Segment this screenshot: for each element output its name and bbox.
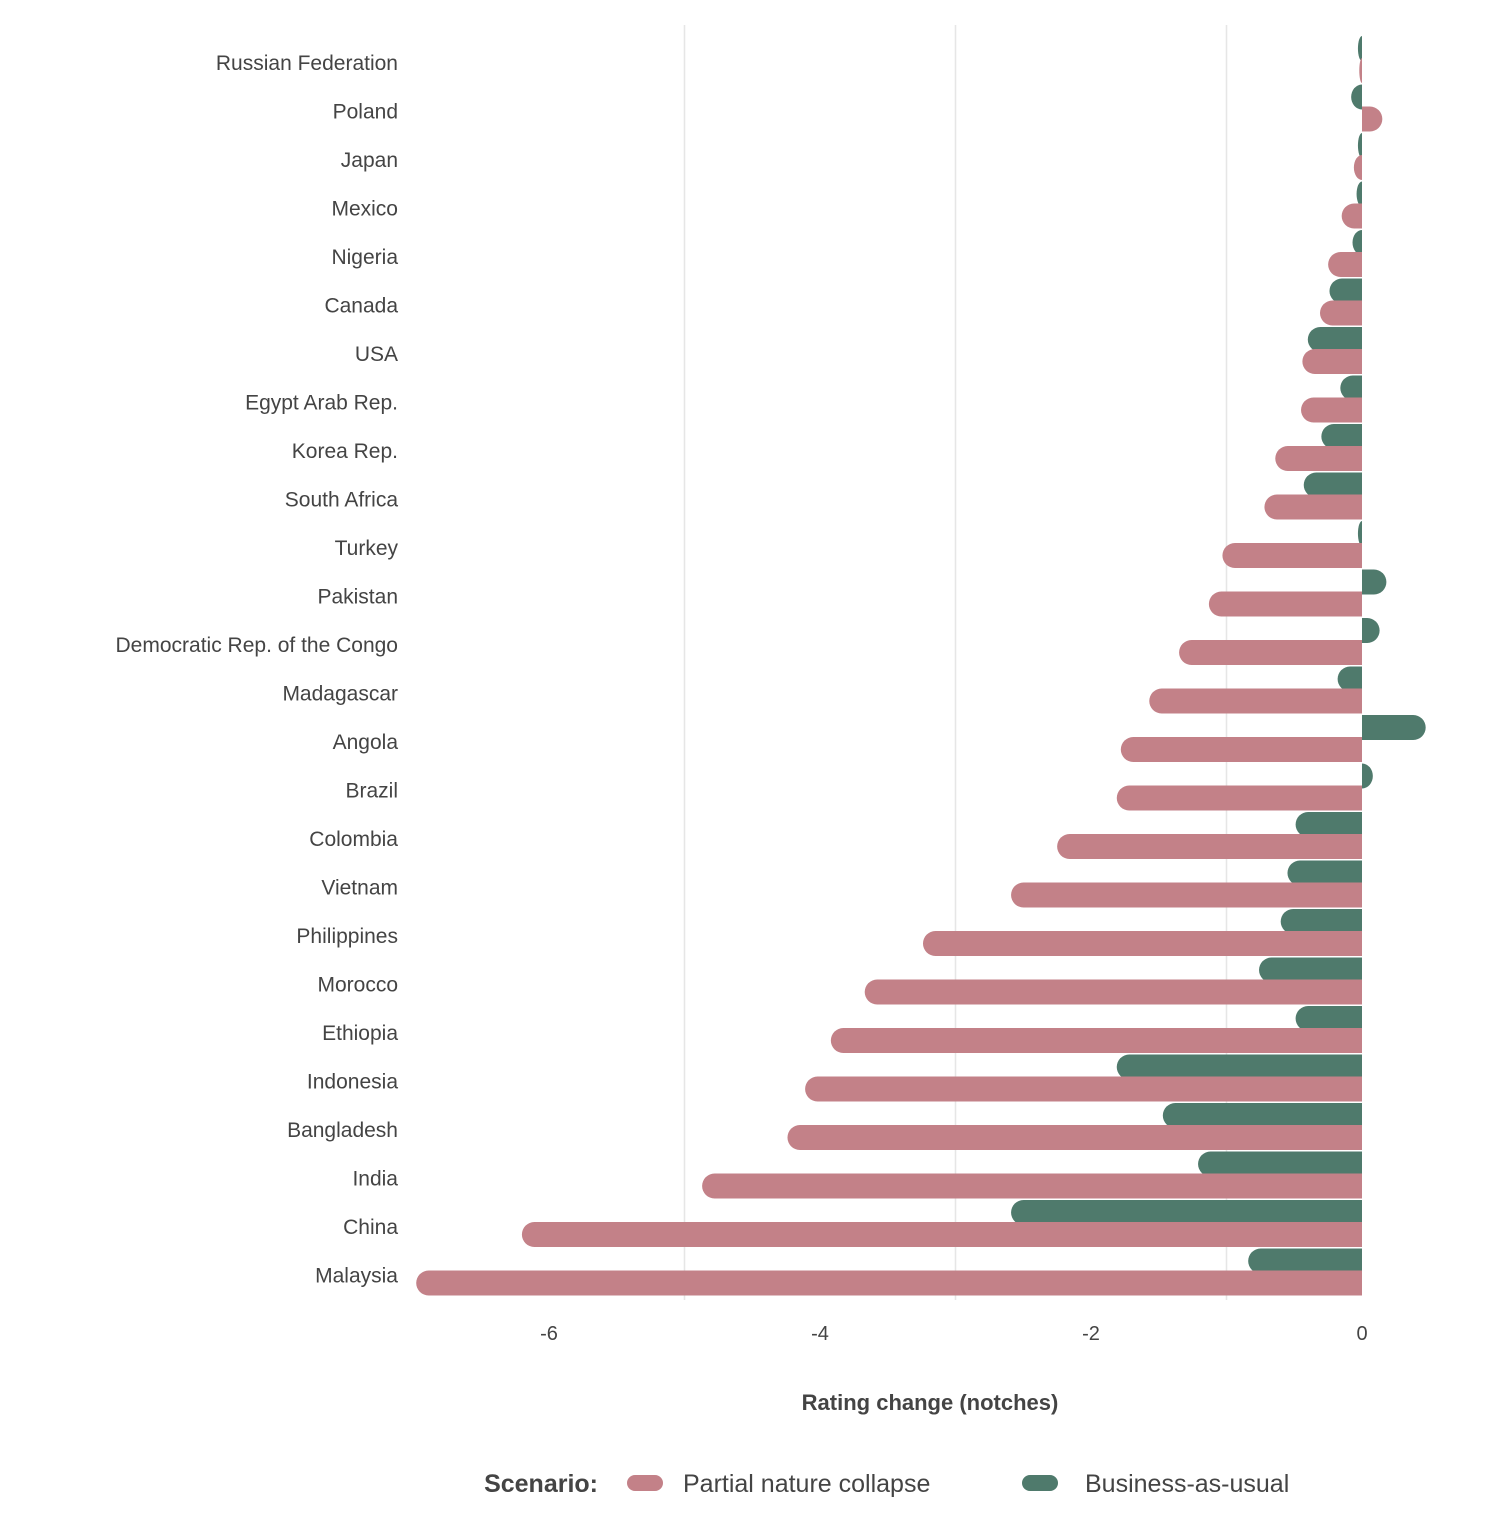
bar-business-as-usual-china (1011, 1200, 1362, 1225)
category-label-turkey: Turkey (335, 537, 399, 560)
x-axis-title: Rating change (notches) (802, 1390, 1059, 1415)
bar-business-as-usual-turkey (1357, 521, 1362, 546)
bar-business-as-usual-mexico (1356, 181, 1362, 207)
bar-partial-nature-collapse-mexico (1341, 203, 1362, 229)
category-label-malaysia: Malaysia (315, 1265, 398, 1288)
bar-business-as-usual-philippines (1280, 909, 1362, 934)
category-label-south-africa: South Africa (285, 489, 399, 512)
category-label-democratic-rep-of-the-congo: Democratic Rep. of the Congo (116, 634, 398, 657)
bar-partial-nature-collapse-japan (1353, 155, 1362, 180)
bar-partial-nature-collapse-turkey (1222, 543, 1362, 568)
bar-layer (416, 36, 1426, 1296)
bar-business-as-usual-canada (1329, 278, 1362, 304)
category-label-russian-federation: Russian Federation (216, 52, 398, 75)
bar-partial-nature-collapse-india (702, 1173, 1362, 1199)
bar-partial-nature-collapse-democratic-rep-of-the-congo (1179, 640, 1362, 665)
category-label-nigeria: Nigeria (331, 246, 398, 269)
category-label-korea-rep: Korea Rep. (292, 440, 398, 463)
category-label-angola: Angola (333, 731, 399, 754)
bar-partial-nature-collapse-indonesia (805, 1076, 1362, 1102)
category-label-vietnam: Vietnam (321, 877, 398, 900)
category-label-china: China (343, 1216, 398, 1239)
bar-business-as-usual-malaysia (1248, 1248, 1362, 1274)
bar-business-as-usual-angola (1362, 715, 1426, 740)
x-tick-label: 0 (1356, 1323, 1367, 1345)
category-label-philippines: Philippines (296, 925, 398, 948)
bar-partial-nature-collapse-malaysia (416, 1270, 1363, 1296)
bar-partial-nature-collapse-angola (1120, 737, 1362, 762)
bar-business-as-usual-democratic-rep-of-the-congo (1362, 618, 1380, 643)
bar-partial-nature-collapse-korea-rep (1275, 446, 1362, 471)
category-label-usa: USA (355, 343, 398, 366)
bar-business-as-usual-usa (1307, 327, 1362, 352)
bar-partial-nature-collapse-china (521, 1222, 1362, 1247)
bar-business-as-usual-indonesia (1116, 1054, 1362, 1080)
category-label-colombia: Colombia (309, 828, 398, 851)
legend-label-business-as-usual: Business-as-usual (1085, 1470, 1289, 1498)
bar-partial-nature-collapse-philippines (922, 931, 1362, 956)
bar-partial-nature-collapse-ethiopia (830, 1028, 1362, 1053)
x-tick-label: -6 (540, 1323, 558, 1345)
grid-layer (683, 25, 1228, 1300)
category-label-japan: Japan (341, 149, 398, 172)
bar-business-as-usual-bangladesh (1162, 1103, 1362, 1128)
bar-partial-nature-collapse-russian-federation (1359, 58, 1362, 83)
bar-partial-nature-collapse-pakistan (1208, 591, 1362, 617)
legend: Scenario: Partial nature collapse Busine… (484, 1470, 1289, 1498)
bar-business-as-usual-colombia (1295, 812, 1362, 837)
bar-partial-nature-collapse-vietnam (1011, 882, 1362, 908)
bar-partial-nature-collapse-madagascar (1149, 688, 1362, 714)
category-label-pakistan: Pakistan (317, 586, 398, 609)
bar-business-as-usual-morocco (1259, 957, 1362, 983)
bar-partial-nature-collapse-egypt-arab-rep (1301, 397, 1362, 423)
bar-business-as-usual-nigeria (1352, 230, 1362, 255)
bar-partial-nature-collapse-bangladesh (787, 1125, 1362, 1150)
legend-title: Scenario: (484, 1470, 598, 1498)
category-label-ethiopia: Ethiopia (322, 1022, 398, 1045)
bar-partial-nature-collapse-morocco (864, 979, 1362, 1005)
category-label-bangladesh: Bangladesh (287, 1119, 398, 1142)
x-axis-ticks: -6 -4 -2 0 (540, 1323, 1367, 1345)
x-tick-label: -2 (1082, 1323, 1100, 1345)
bar-business-as-usual-japan (1357, 133, 1362, 158)
category-label-poland: Poland (333, 101, 398, 124)
bar-business-as-usual-south-africa (1303, 472, 1362, 498)
bar-business-as-usual-egypt-arab-rep (1340, 375, 1362, 401)
bar-business-as-usual-pakistan (1362, 569, 1387, 595)
x-tick-label: -4 (811, 1323, 829, 1345)
category-label-brazil: Brazil (345, 780, 398, 803)
category-label-indonesia: Indonesia (307, 1071, 398, 1094)
legend-label-partial-nature-collapse: Partial nature collapse (683, 1470, 930, 1498)
category-label-india: India (352, 1168, 398, 1191)
bar-partial-nature-collapse-usa (1302, 349, 1362, 374)
category-label-morocco: Morocco (317, 974, 398, 997)
category-label-madagascar: Madagascar (282, 683, 398, 706)
category-labels: Russian Federation Poland Japan Mexico Niger… (116, 52, 399, 1288)
bar-business-as-usual-poland (1351, 84, 1362, 110)
bar-partial-nature-collapse-canada (1319, 300, 1362, 326)
bar-business-as-usual-korea-rep (1321, 424, 1362, 449)
bar-partial-nature-collapse-nigeria (1328, 252, 1362, 277)
bar-business-as-usual-russian-federation (1357, 36, 1362, 61)
bar-business-as-usual-ethiopia (1295, 1006, 1362, 1031)
bar-business-as-usual-madagascar (1337, 666, 1362, 692)
bar-partial-nature-collapse-colombia (1057, 834, 1362, 859)
bar-business-as-usual-india (1198, 1151, 1362, 1177)
bar-business-as-usual-brazil (1362, 763, 1373, 789)
bar-partial-nature-collapse-poland (1362, 106, 1383, 132)
bar-partial-nature-collapse-brazil (1116, 785, 1362, 811)
category-label-egypt-arab-rep: Egypt Arab Rep. (245, 392, 398, 415)
category-label-mexico: Mexico (331, 198, 398, 221)
bar-partial-nature-collapse-south-africa (1264, 494, 1362, 520)
category-label-canada: Canada (324, 295, 398, 318)
bar-business-as-usual-vietnam (1287, 860, 1362, 886)
